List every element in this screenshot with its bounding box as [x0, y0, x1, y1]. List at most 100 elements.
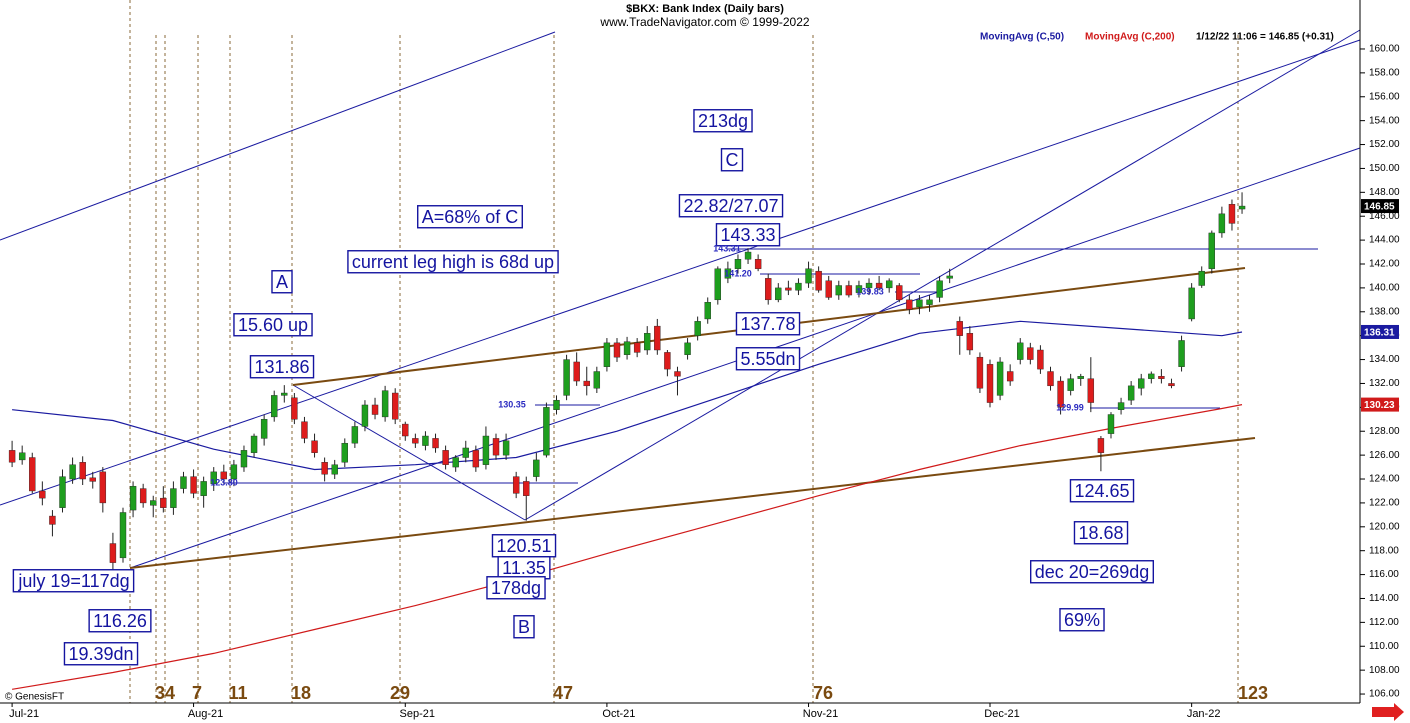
- annotation-text: 5.55dn: [740, 349, 795, 369]
- price-tag: [1361, 324, 1399, 339]
- y-tick-label: 118.00: [1369, 545, 1399, 556]
- y-tick-label: 158.00: [1369, 68, 1400, 79]
- candle-body: [1138, 378, 1145, 389]
- cycle-label: 123: [1238, 683, 1268, 703]
- annotation-text: 137.78: [740, 314, 795, 334]
- candle-body: [210, 471, 217, 484]
- candle-body: [633, 342, 641, 353]
- candle-body: [1097, 438, 1105, 453]
- candle-body: [593, 371, 601, 389]
- annotation-box: [88, 609, 152, 633]
- candle-body: [190, 476, 197, 494]
- price-tag-label: 136.31: [1364, 328, 1395, 339]
- candle-body: [805, 268, 812, 284]
- candle-body: [785, 287, 792, 291]
- candle-body: [482, 435, 490, 465]
- annotation-text: july 19=117dg: [17, 571, 129, 591]
- y-tick-label: 108.00: [1369, 665, 1400, 676]
- candle-body: [583, 380, 590, 387]
- candle-body: [391, 392, 399, 420]
- candle-body: [573, 361, 580, 382]
- candle-body: [301, 421, 308, 439]
- x-tick-label: Sep-21: [400, 708, 435, 720]
- candle-body: [654, 325, 661, 351]
- annotation-text: 116.26: [93, 611, 147, 631]
- annotation-text: 131.86: [254, 357, 309, 377]
- y-tick-label: 152.00: [1369, 139, 1400, 150]
- y-tick-label: 132.00: [1369, 378, 1400, 389]
- annotation-text: C: [726, 150, 739, 170]
- price-tag: [1361, 397, 1399, 412]
- annotation: 18.68: [1073, 521, 1129, 545]
- candle-body: [341, 442, 348, 463]
- y-tick-label: 116.00: [1369, 569, 1399, 580]
- chart-subtitle: www.TradeNavigator.com © 1999-2022: [599, 15, 809, 29]
- candle-body: [321, 462, 328, 475]
- candle-body: [462, 447, 469, 458]
- candle-body: [966, 333, 974, 351]
- annotation-text: A: [276, 272, 288, 292]
- y-tick-label: 138.00: [1369, 306, 1400, 317]
- candle-body: [89, 477, 96, 482]
- y-tick-label: 120.00: [1369, 521, 1400, 532]
- candle-body: [1158, 376, 1165, 379]
- y-tick-label: 156.00: [1369, 91, 1400, 102]
- candle-body: [694, 321, 701, 336]
- y-tick-label: 106.00: [1369, 689, 1400, 700]
- candle-body: [412, 438, 419, 444]
- y-tick-label: 140.00: [1369, 283, 1400, 294]
- candle-body: [926, 299, 933, 305]
- y-tick-label: 124.00: [1369, 474, 1400, 485]
- candle-body: [976, 356, 984, 389]
- candle-body: [1218, 213, 1226, 234]
- candle-body: [664, 352, 671, 370]
- annotation-box: [1059, 608, 1105, 632]
- annotation-box: [233, 313, 313, 337]
- candle-body: [825, 280, 832, 298]
- y-tick-label: 126.00: [1369, 450, 1400, 461]
- candle-body: [744, 251, 752, 260]
- candle-body: [956, 321, 963, 336]
- candle-body: [291, 397, 298, 420]
- annotation-box: [1073, 521, 1129, 545]
- cycle-label: 76: [813, 683, 833, 703]
- annotation-text: 22.82/27.07: [683, 196, 778, 216]
- candle-body: [1168, 383, 1175, 387]
- candle-body: [8, 450, 16, 463]
- annotation: 116.26: [88, 609, 152, 633]
- annotation-text: dec 20=269dg: [1035, 562, 1150, 582]
- candle-body: [220, 471, 228, 480]
- candle-body: [271, 395, 278, 418]
- annotation-box: [720, 148, 744, 172]
- cycle-label: 29: [390, 683, 410, 703]
- candle-body: [432, 438, 439, 449]
- annotation-text: 178dg: [491, 578, 541, 598]
- scroll-arrow[interactable]: [1372, 703, 1404, 721]
- moving-average-line: [12, 320, 1243, 471]
- candle-body: [704, 302, 711, 320]
- candle-body: [119, 512, 127, 559]
- cycle-label: 34: [155, 683, 175, 703]
- y-tick-label: 146.00: [1369, 211, 1400, 222]
- candle-body: [1017, 342, 1024, 360]
- candle-body: [281, 392, 288, 396]
- price-mark: 123.80: [210, 477, 238, 487]
- legend-entry: MovingAvg (C,200): [1085, 32, 1175, 43]
- candle-body: [896, 285, 903, 301]
- y-tick-label: 110.00: [1369, 641, 1399, 652]
- candle-body: [180, 476, 187, 489]
- candle-body: [1178, 340, 1185, 367]
- annotation: C: [720, 148, 744, 172]
- annotation: july 19=117dg: [12, 569, 135, 593]
- annotation: A=68% of C: [417, 205, 523, 229]
- candle-body: [29, 457, 36, 492]
- candle-body: [129, 485, 137, 511]
- annotation-box: [271, 270, 293, 294]
- candle-body: [139, 488, 147, 504]
- annotation: 178dg: [486, 576, 546, 600]
- y-tick-label: 142.00: [1369, 259, 1400, 270]
- candle-body: [996, 361, 1004, 396]
- candle-body: [311, 440, 318, 453]
- y-tick-label: 154.00: [1369, 115, 1400, 126]
